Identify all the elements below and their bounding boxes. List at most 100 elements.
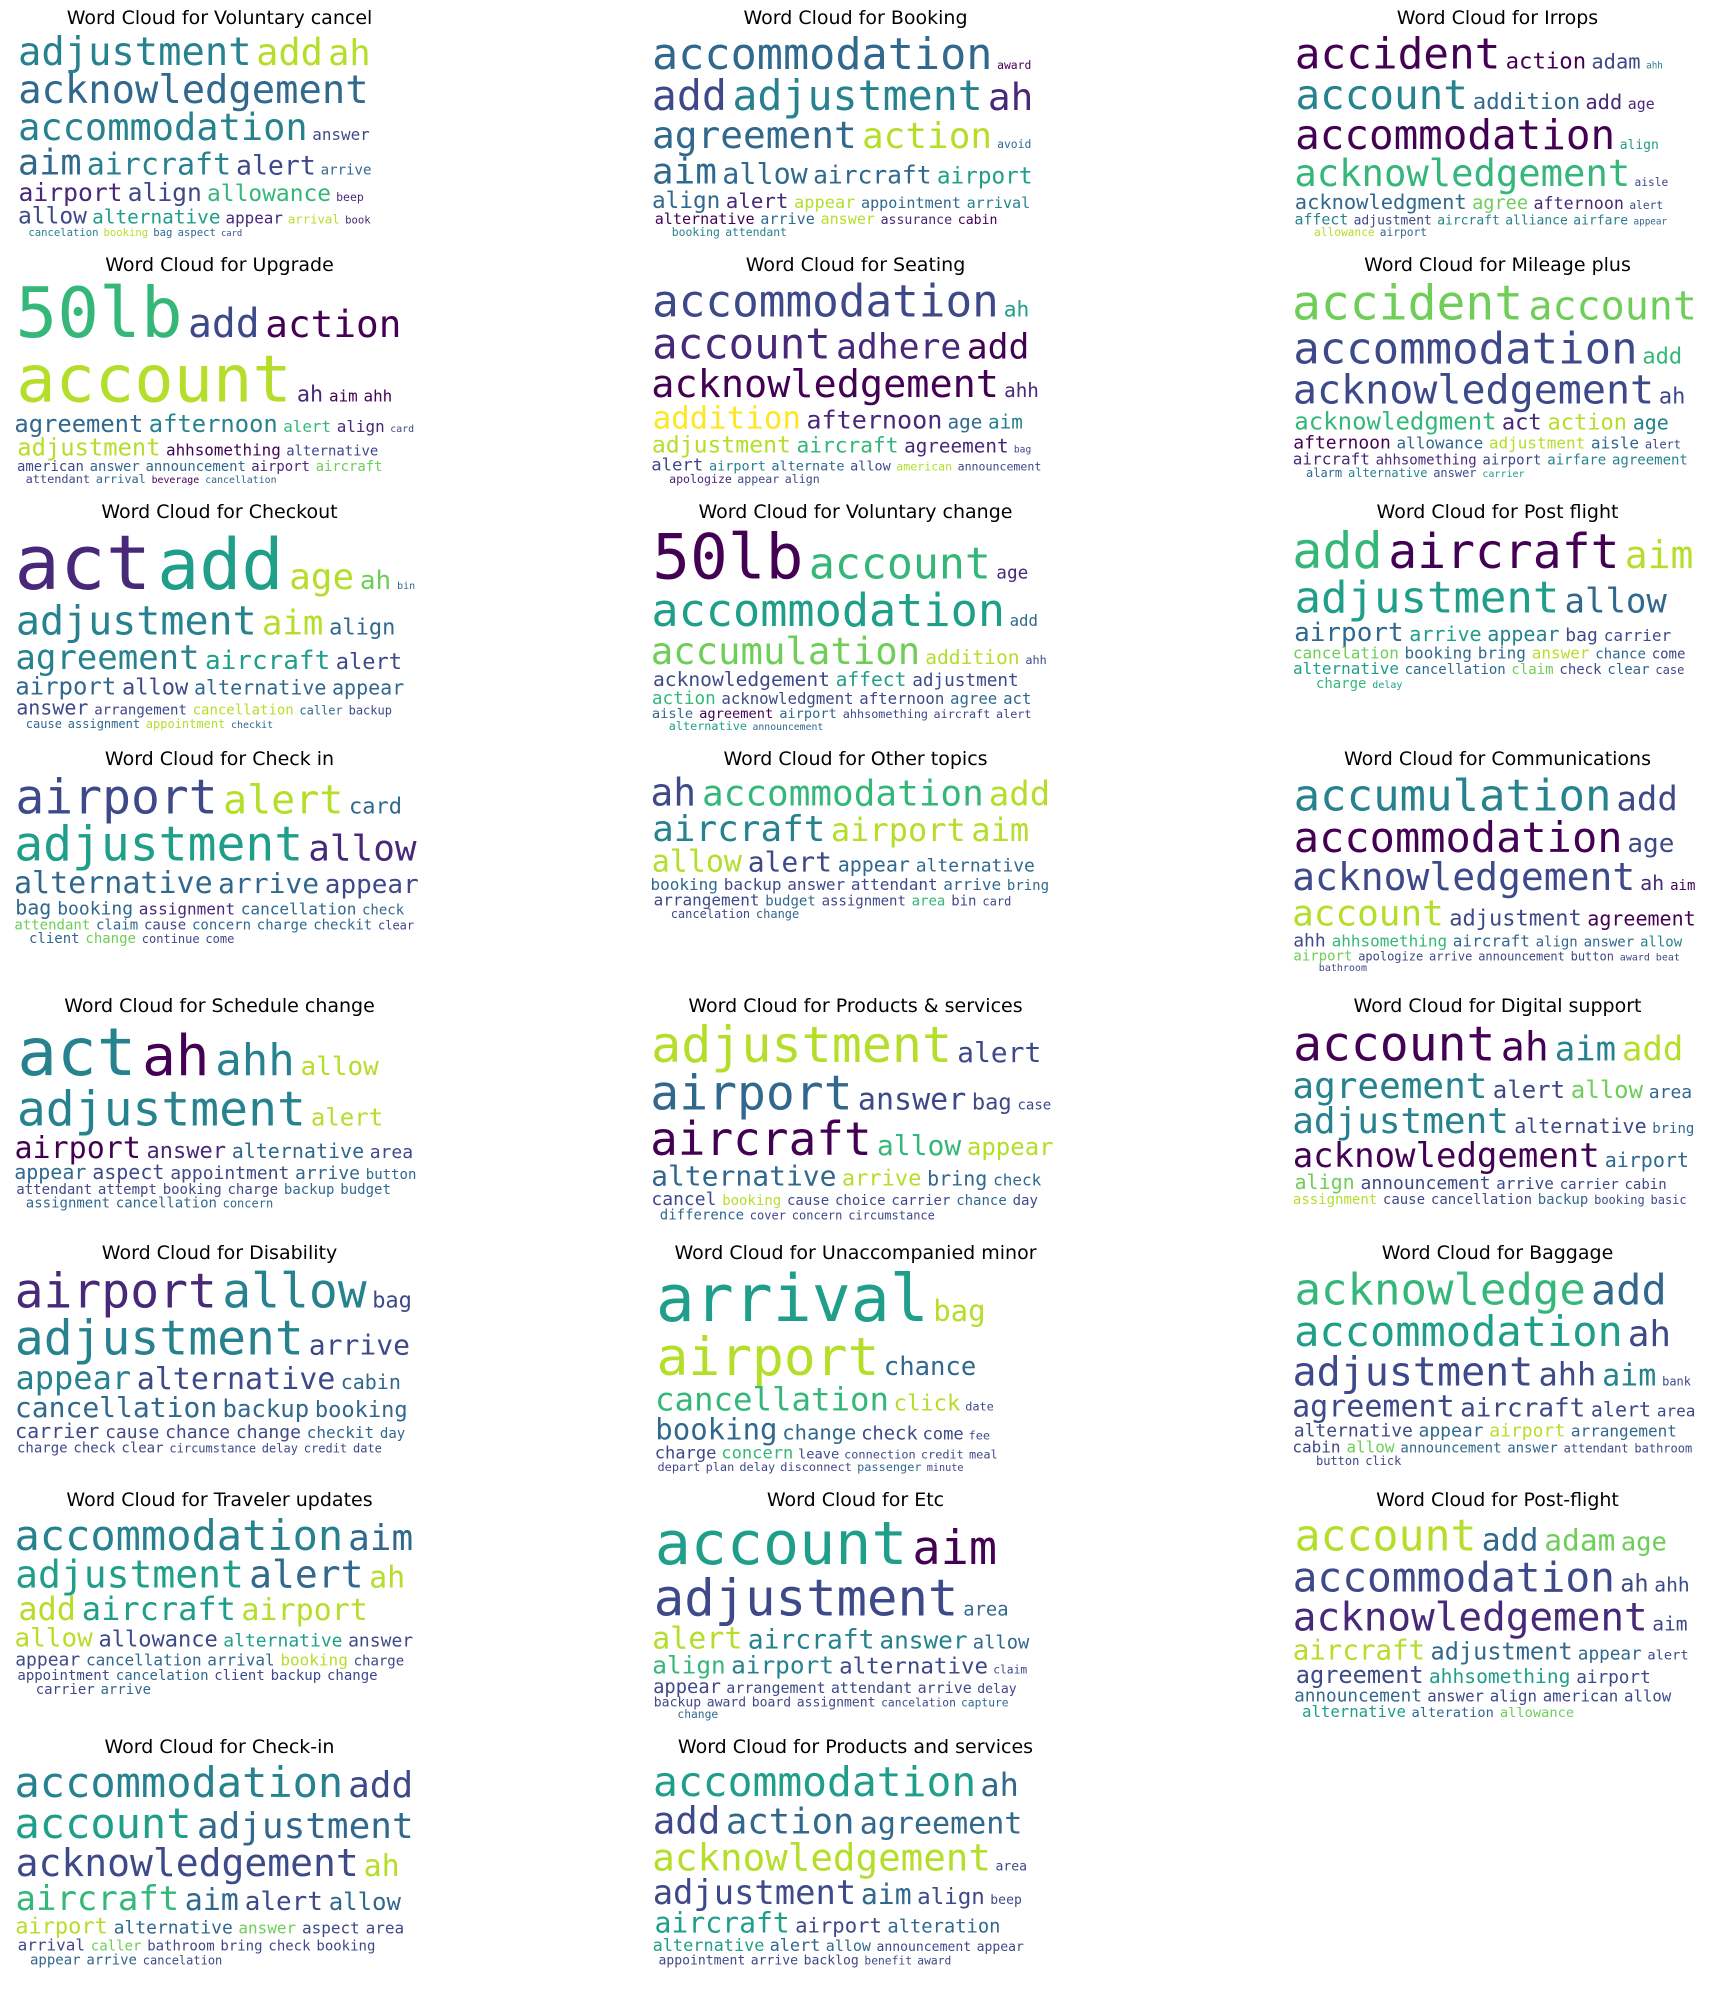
cloud-word: adjustment (732, 71, 982, 120)
cloud-word: bag (15, 896, 51, 920)
word-cloud: adjustment add ah acknowledgement accommodat… (12, 32, 427, 240)
cloud-word: chance (956, 1193, 1007, 1209)
cloud-word: appear (977, 1940, 1024, 1955)
cloud-word: carrier (891, 1193, 950, 1209)
cloud-word: alternate (771, 459, 844, 475)
cloud-word: click (894, 1390, 961, 1416)
cloud-word: alternative (669, 719, 747, 733)
cloud-word: alteration (1412, 1705, 1494, 1721)
panel-title: Word Cloud for Digital support (1353, 995, 1642, 1017)
cloud-word: cancellation (241, 900, 357, 919)
cloud-word: allowance (207, 181, 331, 207)
word-cloud: account add adam age accommodation ah ahh ackno… (1290, 1514, 1705, 1722)
cloud-word: ah (369, 1561, 405, 1596)
cloud-word: acknowledgement (18, 68, 368, 113)
cloud-word: answer (879, 1626, 967, 1655)
cloud-word: accommodation (18, 106, 308, 149)
cloud-word: act (1003, 689, 1031, 708)
cloud-word: alternative (137, 1362, 336, 1397)
cloud-word: airport (15, 672, 116, 700)
cloud-word: account (1528, 284, 1697, 330)
cloud-word: alternative (653, 1935, 765, 1955)
cloud-word: adjustment (1449, 906, 1581, 931)
cloud-word: ah (1501, 1025, 1549, 1071)
cloud-word: credit (304, 1442, 347, 1456)
cloud-word: client (29, 931, 80, 947)
cloud-word: aim (1652, 1612, 1687, 1635)
cloud-word: allow (1624, 1687, 1672, 1706)
cloud-word: assignment (822, 894, 906, 910)
cloud-word: alternative (286, 444, 378, 460)
cloud-word: disconnect (780, 1460, 852, 1474)
cloud-word: aim (185, 1883, 239, 1918)
cloud-word: arrival (967, 194, 1031, 212)
cloud-word: align (1295, 1170, 1355, 1194)
cloud-word: answer (238, 1919, 296, 1938)
cloud-word: allow (1640, 934, 1683, 950)
cloud-word: add (1585, 90, 1622, 114)
cloud-word: adjustment (1431, 1637, 1573, 1665)
cloud-word: aim (861, 1878, 912, 1911)
cloud-word: add (1482, 1523, 1539, 1559)
cloud-word: accommodation (652, 279, 999, 328)
cloud-word: adam (1544, 1524, 1615, 1558)
cloud-word: leave (798, 1446, 839, 1462)
cloud-word: accommodation (1294, 813, 1623, 862)
cloud-word: agree (1472, 193, 1528, 214)
cloud-word: appear (838, 853, 910, 877)
word-cloud: accident account accommodation add acknowled… (1290, 279, 1705, 487)
cloud-word: avoid (997, 137, 1031, 151)
cloud-word: add (652, 71, 727, 120)
cloud-word: age (996, 564, 1028, 584)
cloud-word: bag (933, 1294, 985, 1328)
cloud-word: agreement (14, 410, 143, 438)
cloud-word: alternative (232, 1139, 364, 1163)
cloud-word: answer (1532, 644, 1590, 663)
cloud-word: appear (30, 1952, 81, 1968)
cloud-word: acknowledgement (1293, 1595, 1648, 1640)
panel-title: Word Cloud for Post-flight (1376, 1489, 1619, 1511)
cloud-word: add (1642, 344, 1682, 369)
cloud-word: answer (312, 125, 369, 144)
cloud-word: acknowledgment (721, 689, 853, 708)
cloud-word: allow (122, 675, 189, 700)
word-cloud-panel: Word Cloud for Communications accumulatio… (1290, 747, 1705, 983)
cloud-word: airport (1576, 1668, 1651, 1688)
cloud-word: arrangement (654, 891, 760, 910)
cloud-word: benefit (864, 1955, 912, 1968)
cloud-word: accommodation (653, 1761, 976, 1806)
cloud-word: award (1620, 953, 1650, 964)
cloud-word: bag (372, 1289, 412, 1314)
cloud-word: aim (348, 1518, 413, 1559)
cloud-word: carrier (1560, 1177, 1619, 1193)
panel-title: Word Cloud for Etc (766, 1489, 945, 1511)
cloud-word: bin (397, 581, 415, 592)
cloud-word: age (1627, 829, 1674, 859)
cloud-word: arrive (918, 1679, 972, 1697)
cloud-word: arrive (295, 1163, 360, 1184)
cloud-word: add (188, 301, 260, 347)
cloud-word: answer (1433, 466, 1476, 480)
cloud-word: align (128, 178, 202, 207)
cloud-word: account (15, 1799, 192, 1848)
cloud-word: allow (1565, 581, 1668, 621)
cloud-word: airport (1482, 452, 1541, 468)
cloud-word: alliance (1505, 213, 1568, 228)
cloud-word: accident (1295, 32, 1501, 79)
cloud-word: caller (299, 704, 342, 718)
cloud-word: case (1655, 663, 1684, 677)
cloud-word: agreement (904, 435, 1008, 458)
cloud-word: alternative (655, 210, 755, 228)
cloud-word: assignment (26, 1196, 110, 1212)
cloud-word: allow (652, 845, 743, 880)
cloud-word: cancellation (205, 475, 276, 486)
cloud-word: adjustment (912, 671, 1019, 691)
cloud-word: ah (1640, 871, 1664, 895)
cloud-word: announcement (958, 460, 1042, 474)
cloud-word: adjustment (197, 1806, 414, 1847)
cloud-word: acknowledgement (1293, 1136, 1600, 1176)
cloud-word: button (366, 1167, 417, 1183)
cloud-word: adjustment (15, 1553, 244, 1597)
cloud-word: announcement (753, 722, 824, 733)
cloud-word: adjustment (652, 433, 791, 459)
